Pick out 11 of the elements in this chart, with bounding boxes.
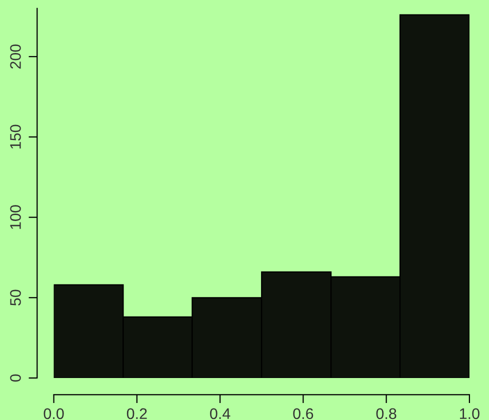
- x-tick-label: 0.8: [376, 408, 396, 420]
- x-tick-label: 0.2: [126, 408, 147, 420]
- y-tick-label: 200: [10, 44, 21, 69]
- x-tick-label: 0.4: [210, 408, 230, 420]
- y-tick-label: 150: [10, 124, 21, 149]
- y-tick-label: 100: [10, 205, 21, 229]
- x-tick-label: 0.0: [44, 408, 64, 420]
- x-tick-label: 1.0: [460, 408, 480, 420]
- y-tick-label: 50: [10, 290, 21, 306]
- x-tick-label: 0.6: [293, 408, 314, 420]
- y-tick-label: 0: [10, 374, 21, 382]
